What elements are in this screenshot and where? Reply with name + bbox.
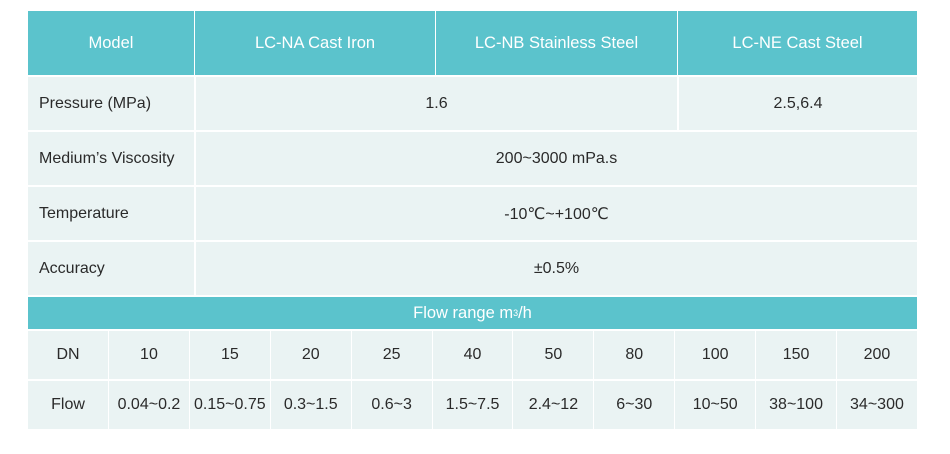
flow-cell: 0.04~0.2 <box>108 381 189 429</box>
flow-cell: 38~100 <box>755 381 837 429</box>
header-row: Model LC-NA Cast Iron LC-NB Stainless St… <box>28 11 917 75</box>
header-model: Model <box>28 11 194 75</box>
flow-range-title-prefix: Flow range m <box>413 303 514 322</box>
flow-row: Flow 0.04~0.2 0.15~0.75 0.3~1.5 0.6~3 1.… <box>28 381 917 429</box>
temperature-label: Temperature <box>28 187 194 240</box>
flow-cell: 10~50 <box>674 381 756 429</box>
dn-cell: 150 <box>755 331 837 379</box>
flow-label: Flow <box>28 381 108 429</box>
dn-cell: 40 <box>431 331 513 379</box>
header-lc-ne: LC-NE Cast Steel <box>677 11 917 75</box>
dn-cell: 10 <box>108 331 189 379</box>
flow-cell: 0.6~3 <box>350 381 432 429</box>
accuracy-row: Accuracy ±0.5% <box>28 242 917 295</box>
pressure-label: Pressure (MPa) <box>28 77 194 130</box>
viscosity-label: Medium’s Viscosity <box>28 132 194 185</box>
dn-cell: 25 <box>350 331 432 379</box>
flow-cell: 6~30 <box>593 381 675 429</box>
flow-range-title-sup: 3 <box>513 308 519 318</box>
flow-cell: 34~300 <box>836 381 917 429</box>
dn-cell: 80 <box>593 331 675 379</box>
viscosity-value: 200~3000 mPa.s <box>194 132 917 185</box>
temperature-value: -10℃~+100℃ <box>194 187 917 240</box>
dn-cell: 15 <box>188 331 270 379</box>
pressure-value-ne: 2.5,6.4 <box>677 77 917 130</box>
pressure-row: Pressure (MPa) 1.6 2.5,6.4 <box>28 77 917 130</box>
spec-table: Model LC-NA Cast Iron LC-NB Stainless St… <box>28 11 917 429</box>
temperature-row: Temperature -10℃~+100℃ <box>28 187 917 240</box>
flow-cell: 0.3~1.5 <box>269 381 351 429</box>
accuracy-label: Accuracy <box>28 242 194 295</box>
dn-cell: 200 <box>836 331 917 379</box>
accuracy-value: ±0.5% <box>194 242 917 295</box>
header-lc-nb: LC-NB Stainless Steel <box>435 11 677 75</box>
dn-cell: 20 <box>269 331 351 379</box>
flow-cell: 2.4~12 <box>512 381 594 429</box>
flow-cell: 1.5~7.5 <box>431 381 513 429</box>
header-lc-na: LC-NA Cast Iron <box>194 11 435 75</box>
dn-row: DN 10 15 20 25 40 50 80 100 150 200 <box>28 331 917 379</box>
flow-cell: 0.15~0.75 <box>188 381 270 429</box>
pressure-value-na-nb: 1.6 <box>194 77 677 130</box>
dn-cell: 50 <box>512 331 594 379</box>
flow-range-title: Flow range m 3/h <box>28 297 917 329</box>
dn-cell: 100 <box>674 331 756 379</box>
viscosity-row: Medium’s Viscosity 200~3000 mPa.s <box>28 132 917 185</box>
dn-label: DN <box>28 331 108 379</box>
flow-range-title-suffix: /h <box>518 303 532 322</box>
